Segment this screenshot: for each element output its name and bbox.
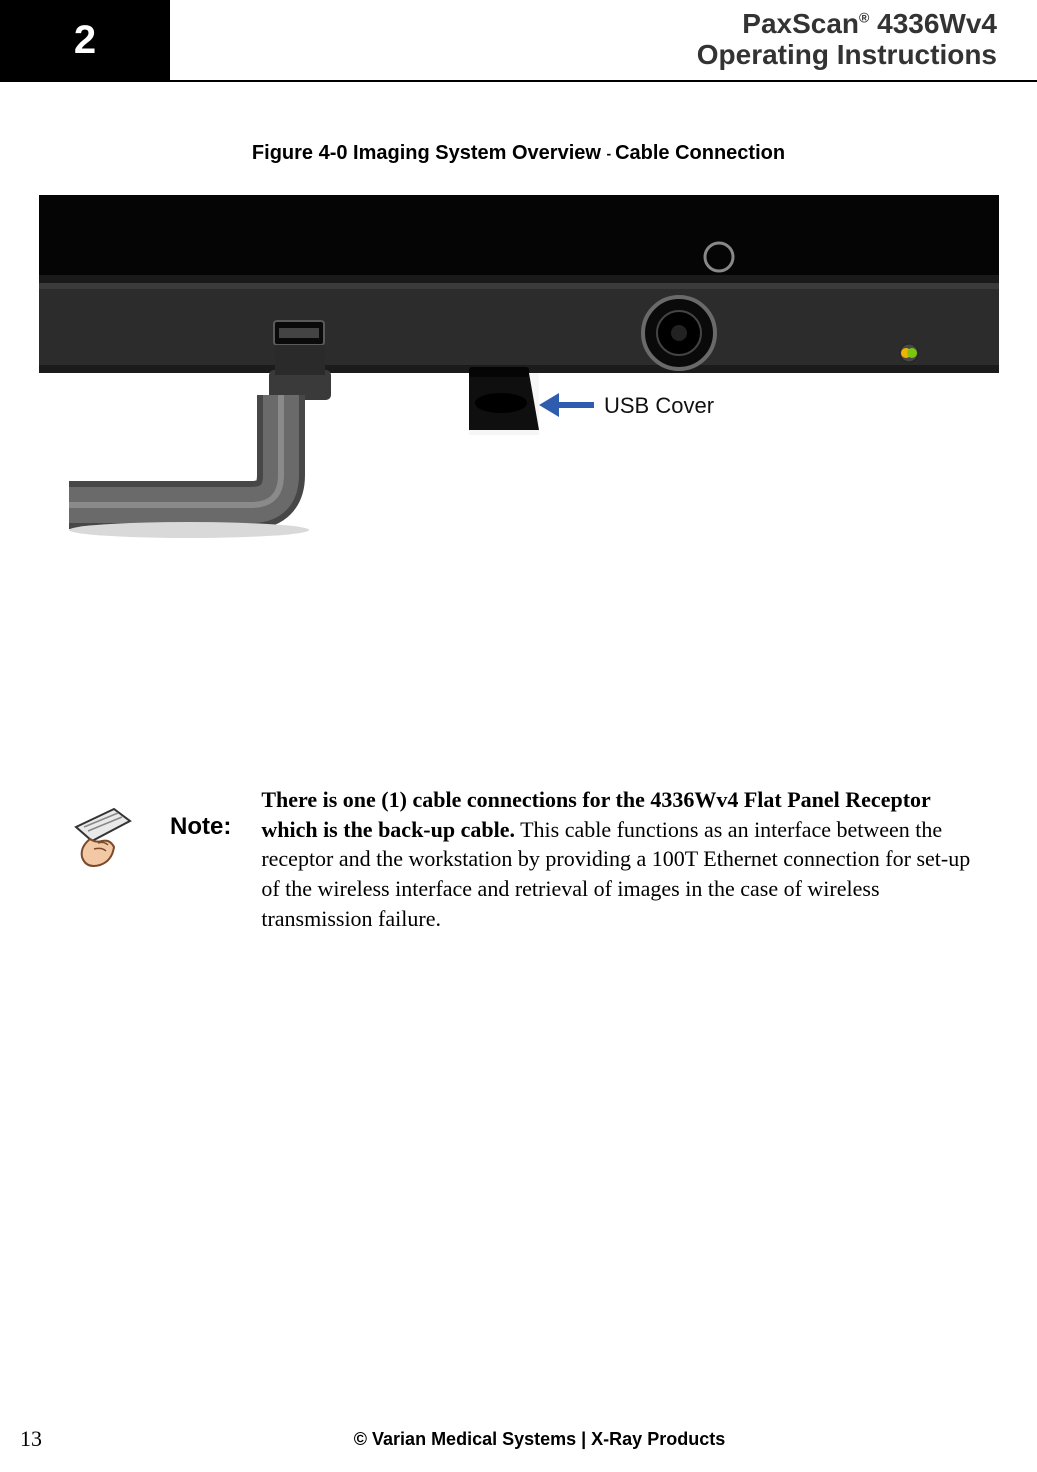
figure-diagram: USB Cover (39, 195, 999, 545)
figure-caption-dash: - (607, 146, 616, 162)
page-number: 13 (20, 1426, 42, 1452)
figure-caption-suffix: Cable Connection (615, 142, 785, 164)
page-header: 2 PaxScan® 4336Wv4 Operating Instruction… (0, 0, 1037, 82)
device-illustration: USB Cover (39, 195, 999, 545)
note-label: Note: (170, 813, 231, 841)
figure-caption-prefix: Figure 4-0 Imaging System Overview (252, 142, 607, 164)
note-hand-icon (70, 803, 140, 878)
model-number: 4336Wv4 (869, 8, 997, 39)
page-footer: 13 © Varian Medical Systems | X-Ray Prod… (0, 1426, 1037, 1452)
product-title: PaxScan® 4336Wv4 (170, 9, 997, 40)
note-block: Note: There is one (1) cable connections… (70, 785, 977, 933)
chapter-number-badge: 2 (0, 0, 170, 81)
brand-name: PaxScan (742, 8, 859, 39)
document-subtitle: Operating Instructions (170, 40, 997, 71)
copyright-text: © Varian Medical Systems | X-Ray Product… (42, 1429, 1037, 1450)
usb-cover-label-svg: USB Cover (604, 393, 714, 418)
note-text: There is one (1) cable connections for t… (261, 785, 977, 933)
chapter-number: 2 (74, 18, 96, 63)
header-title-block: PaxScan® 4336Wv4 Operating Instructions (170, 9, 1037, 71)
registered-symbol: ® (859, 10, 869, 26)
figure-caption: Figure 4-0 Imaging System Overview - Cab… (0, 142, 1037, 165)
